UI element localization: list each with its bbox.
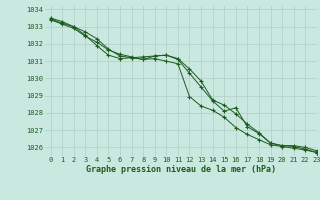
X-axis label: Graphe pression niveau de la mer (hPa): Graphe pression niveau de la mer (hPa) bbox=[86, 165, 276, 174]
